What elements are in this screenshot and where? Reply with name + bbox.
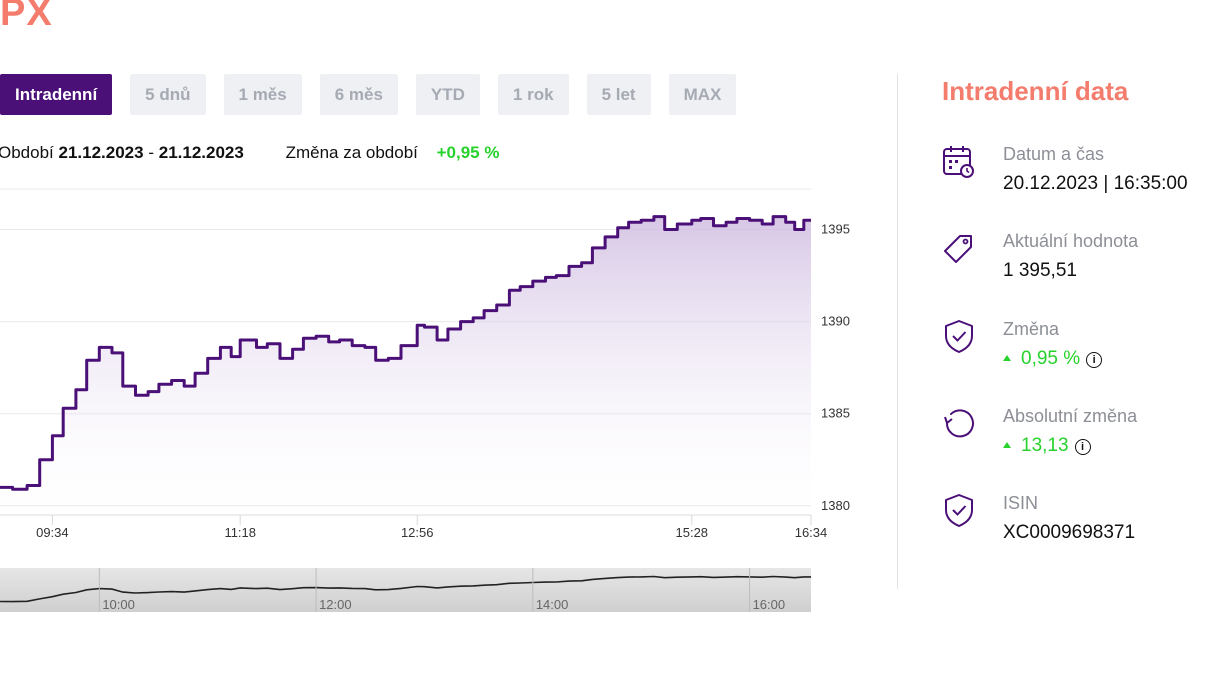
navigator-tick-label: 16:00 xyxy=(753,597,786,612)
absolute-change-value: 13,13 xyxy=(1021,435,1069,456)
price-line xyxy=(0,215,811,491)
calendar-clock-icon xyxy=(943,146,974,178)
x-tick-label: 15:28 xyxy=(676,525,709,540)
info-icon[interactable]: i xyxy=(1086,352,1103,368)
tab-intradenni[interactable]: Intradenní xyxy=(0,74,113,115)
x-axis: 09:34 11:18 12:56 15:28 16:34 xyxy=(36,515,827,540)
shield-check-icon xyxy=(945,494,973,527)
refresh-icon xyxy=(944,409,974,438)
shield-check-icon xyxy=(945,320,973,353)
tab-1-month[interactable]: 1 měs xyxy=(223,74,302,115)
period-change-label: Změna za období xyxy=(285,143,418,162)
y-axis: 1380 1385 1390 1395 xyxy=(821,222,850,513)
x-tick-label: 16:34 xyxy=(795,525,828,540)
info-item-isin: ISIN XC0009698371 xyxy=(942,493,1207,553)
isin-label: ISIN xyxy=(1003,493,1039,513)
x-tick-label: 11:18 xyxy=(224,525,256,540)
change-label: Změna xyxy=(1003,319,1060,339)
navigator-tick-label: 10:00 xyxy=(102,597,135,612)
y-tick-label: 1395 xyxy=(821,222,850,237)
info-item-current-value: Aktuální hodnota 1 395,51 xyxy=(942,231,1207,291)
divider xyxy=(897,74,898,589)
info-item-absolute-change: Absolutní změna 13,13 i xyxy=(942,406,1207,466)
sidebar-title: Intradenní data xyxy=(942,76,1129,106)
arrow-up-icon xyxy=(1003,355,1011,361)
current-value-label: Aktuální hodnota xyxy=(1003,231,1139,251)
period-from: 21.12.2023 xyxy=(58,143,144,162)
x-tick-label: 09:34 xyxy=(36,525,69,540)
info-item-datetime: Datum a čas 20.12.2023 | 16:35:00 xyxy=(942,144,1207,204)
navigator-tick-label: 14:00 xyxy=(536,597,569,612)
arrow-up-icon xyxy=(1003,442,1011,448)
datetime-value: 20.12.2023 | 16:35:00 xyxy=(1003,173,1188,194)
y-tick-label: 1385 xyxy=(821,406,850,421)
price-tag-icon xyxy=(944,235,972,263)
navigator-tick-label: 12:00 xyxy=(319,597,352,612)
x-tick-label: 12:56 xyxy=(401,525,434,540)
tab-max[interactable]: MAX xyxy=(668,74,737,115)
info-item-change: Změna 0,95 % i xyxy=(942,319,1207,379)
change-value: 0,95 % xyxy=(1021,348,1081,369)
period-label: Období xyxy=(0,143,54,162)
y-tick-label: 1390 xyxy=(821,314,850,329)
period-info: Období 21.12.2023 - 21.12.2023 Změna za … xyxy=(0,143,499,163)
price-area xyxy=(0,216,811,515)
navigator-line xyxy=(0,575,811,603)
y-tick-label: 1380 xyxy=(821,498,850,513)
info-icon[interactable]: i xyxy=(1074,439,1091,455)
page-title: PX xyxy=(0,0,53,34)
period-separator: - xyxy=(148,143,154,162)
tab-1-year[interactable]: 1 rok xyxy=(497,74,569,115)
absolute-change-value-row: 13,13 i xyxy=(1003,435,1091,457)
tab-5-years[interactable]: 5 let xyxy=(586,74,651,115)
navigator[interactable]: 10:00 12:00 14:00 16:00 xyxy=(0,568,811,612)
tab-6-months[interactable]: 6 měs xyxy=(319,74,398,115)
isin-value: XC0009698371 xyxy=(1003,522,1136,543)
change-value-row: 0,95 % i xyxy=(1003,348,1103,370)
tab-ytd[interactable]: YTD xyxy=(415,74,480,115)
period-to: 21.12.2023 xyxy=(158,143,244,162)
datetime-label: Datum a čas xyxy=(1003,144,1105,164)
period-change-value: +0,95 % xyxy=(436,143,500,162)
period-tabs: Intradenní 5 dnů 1 měs 6 měs YTD 1 rok 5… xyxy=(0,74,754,115)
navigator-axis: 10:00 12:00 14:00 16:00 xyxy=(98,568,786,612)
current-value-value: 1 395,51 xyxy=(1003,260,1077,281)
tab-5-days[interactable]: 5 dnů xyxy=(130,74,206,115)
navigator-background xyxy=(0,568,811,612)
price-chart[interactable]: 1380 1385 1390 1395 09:34 11:18 12:56 15:28 16:… xyxy=(0,175,880,615)
absolute-change-label: Absolutní změna xyxy=(1003,406,1138,426)
